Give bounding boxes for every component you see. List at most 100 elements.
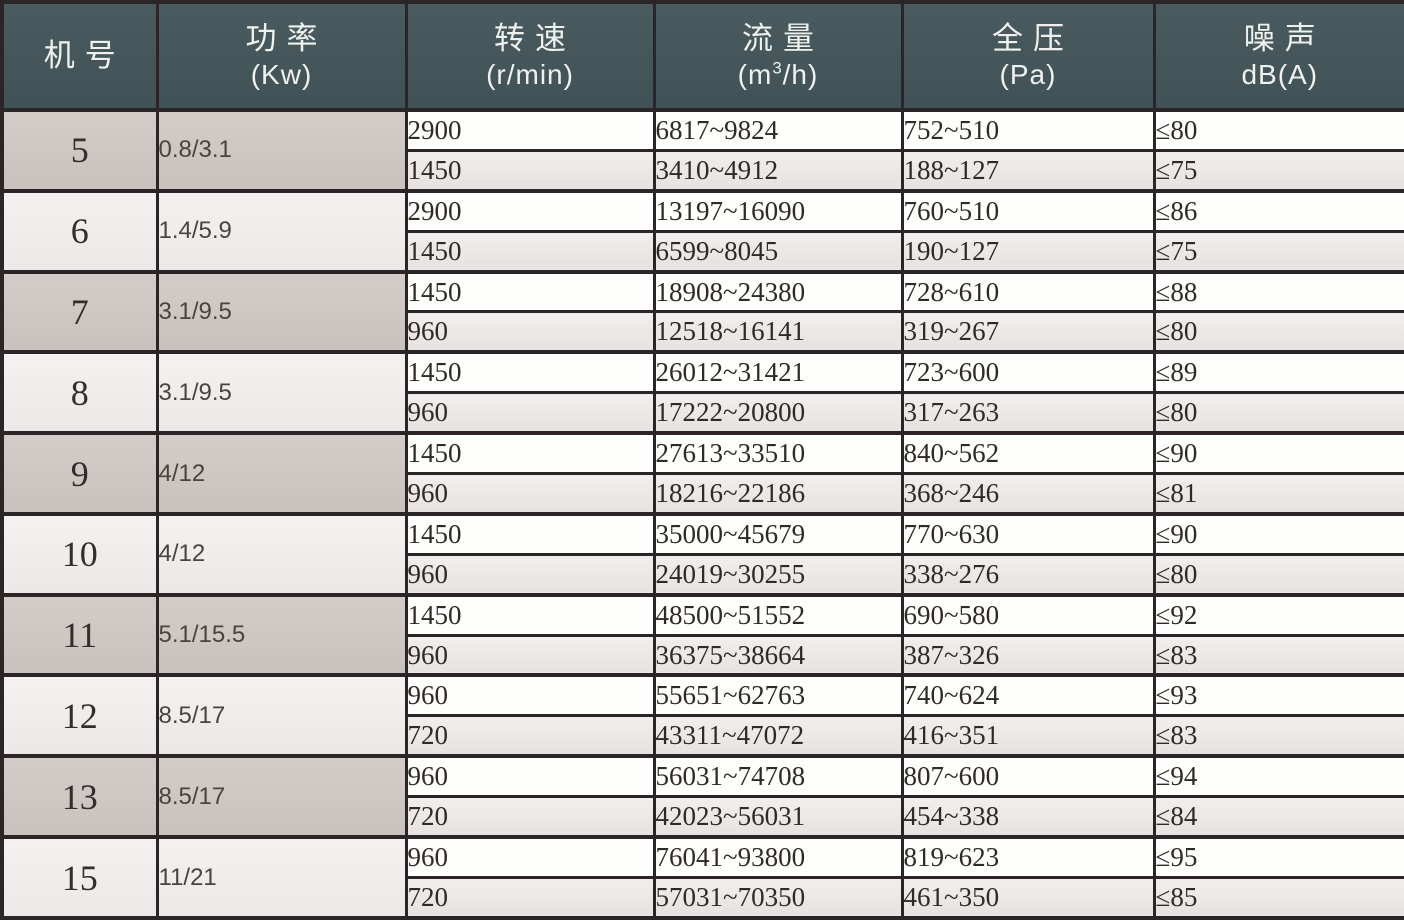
pressure-cell: 723~600 <box>900 350 1156 395</box>
header-label-cn: 噪声 <box>1243 20 1326 56</box>
power-cell: 8.5/17 <box>155 673 408 758</box>
speed-cell: 1450 <box>404 592 656 637</box>
flow-cell: 42023~56031 <box>652 795 904 839</box>
speed-cell: 1450 <box>404 511 656 556</box>
pressure-cell: 461~350 <box>900 875 1156 920</box>
noise-cell: ≤80 <box>1152 107 1404 152</box>
table-header: 机号 功率 (Kw) 转速 (r/min) <box>0 0 1404 112</box>
flow-cell: 48500~51552 <box>652 592 904 637</box>
pressure-cell: 190~127 <box>900 229 1156 274</box>
flow-cell: 35000~45679 <box>652 511 904 556</box>
table-row: 960 17222~20800 317~263 ≤80 <box>2 391 1404 435</box>
pressure-cell: 728~610 <box>900 269 1156 314</box>
model-cell: 6 <box>0 188 159 274</box>
header-label-cn: 机号 <box>43 37 126 73</box>
speed-cell: 1450 <box>404 431 656 476</box>
header-label-wrap: 噪声 dB(A) <box>1156 20 1404 91</box>
noise-cell: ≤80 <box>1152 552 1404 597</box>
noise-cell: ≤83 <box>1152 714 1404 758</box>
table-row: 11 5.1/15.5 1450 48500~51552 690~580 ≤92 <box>0 592 1404 677</box>
noise-cell: ≤89 <box>1152 350 1404 395</box>
column-header-flow: 流量 (m3/h) <box>652 0 904 112</box>
header-label-unit: (r/min) <box>486 58 574 90</box>
flow-cell: 6599~8045 <box>652 229 904 274</box>
pressure-cell: 416~351 <box>900 714 1156 758</box>
header-label-cn: 转速 <box>494 20 576 56</box>
speed-cell: 960 <box>404 633 656 677</box>
flow-cell: 27613~33510 <box>652 431 904 476</box>
flow-unit-post: /h) <box>782 58 819 90</box>
column-header-speed: 转速 (r/min) <box>404 0 656 112</box>
pressure-cell: 752~510 <box>900 107 1156 152</box>
noise-cell: ≤75 <box>1152 148 1404 193</box>
pressure-cell: 338~276 <box>900 552 1156 597</box>
noise-cell: ≤81 <box>1152 472 1404 516</box>
power-cell: 4/12 <box>155 431 408 516</box>
speed-cell: 960 <box>404 391 656 435</box>
table-row: 15 11/21 960 76041~93800 819~623 ≤95 <box>0 835 1404 920</box>
header-label-cn: 全压 <box>992 20 1074 56</box>
header-label-unit: (m3/h) <box>737 58 819 91</box>
speed-cell: 960 <box>404 754 656 799</box>
noise-cell: ≤80 <box>1152 310 1404 354</box>
noise-cell: ≤95 <box>1152 835 1404 879</box>
pressure-cell: 387~326 <box>900 633 1156 677</box>
pressure-cell: 319~267 <box>900 310 1156 354</box>
noise-cell: ≤90 <box>1152 511 1404 556</box>
speed-cell: 960 <box>404 472 656 516</box>
speed-cell: 720 <box>404 795 656 839</box>
noise-cell: ≤85 <box>1152 875 1404 920</box>
noise-cell: ≤93 <box>1152 673 1404 718</box>
flow-cell: 76041~93800 <box>652 835 904 879</box>
flow-cell: 56031~74708 <box>652 754 904 799</box>
column-header-model: 机号 <box>0 0 159 112</box>
speed-cell: 2900 <box>404 107 656 152</box>
power-cell: 5.1/15.5 <box>155 592 408 677</box>
model-cell: 5 <box>0 108 159 193</box>
speed-cell: 2900 <box>404 188 656 233</box>
flow-cell: 36375~38664 <box>652 633 904 677</box>
pressure-cell: 690~580 <box>900 592 1156 637</box>
header-label-unit: (Pa) <box>999 58 1057 90</box>
noise-cell: ≤88 <box>1152 269 1404 314</box>
flow-cell: 18216~22186 <box>652 472 904 516</box>
table-row: 10 4/12 1450 35000~45679 770~630 ≤90 <box>0 511 1404 597</box>
flow-cell: 3410~4912 <box>652 148 904 193</box>
pressure-cell: 454~338 <box>900 795 1156 839</box>
power-cell: 0.8/3.1 <box>155 108 408 193</box>
flow-cell: 18908~24380 <box>652 269 904 314</box>
table-row: 960 24019~30255 338~276 ≤80 <box>2 552 1404 597</box>
flow-cell: 6817~9824 <box>652 107 904 152</box>
header-label-wrap: 机号 <box>4 37 156 73</box>
noise-cell: ≤94 <box>1152 754 1404 799</box>
power-cell: 8.5/17 <box>155 754 408 839</box>
flow-cell: 13197~16090 <box>652 188 904 233</box>
table-row: 5 0.8/3.1 2900 6817~9824 752~510 ≤80 <box>0 107 1404 193</box>
power-cell: 11/21 <box>155 835 408 920</box>
flow-cell: 57031~70350 <box>652 875 904 920</box>
model-cell: 15 <box>0 835 159 920</box>
model-cell: 13 <box>0 754 159 839</box>
table-row: 8 3.1/9.5 1450 26012~31421 723~600 ≤89 <box>0 350 1404 435</box>
column-header-power: 功率 (Kw) <box>155 0 408 112</box>
noise-cell: ≤84 <box>1152 795 1404 839</box>
pressure-cell: 188~127 <box>900 148 1156 193</box>
flow-cell: 55651~62763 <box>652 673 904 718</box>
flow-unit-pre: (m <box>737 58 773 90</box>
model-cell: 10 <box>0 511 159 597</box>
header-label-unit: dB(A) <box>1241 58 1319 90</box>
speed-cell: 1450 <box>404 350 656 395</box>
header-label-wrap: 功率 (Kw) <box>159 21 405 91</box>
speed-cell: 960 <box>404 673 656 718</box>
table-row: 1450 6599~8045 190~127 ≤75 <box>2 229 1404 274</box>
table-row: 12 8.5/17 960 55651~62763 740~624 ≤93 <box>0 673 1404 758</box>
table-row: 7 3.1/9.5 1450 18908~24380 728~610 ≤88 <box>0 269 1404 354</box>
table-row: 720 43311~47072 416~351 ≤83 <box>2 714 1404 758</box>
table-row: 13 8.5/17 960 56031~74708 807~600 ≤94 <box>0 754 1404 839</box>
speed-cell: 720 <box>404 714 656 758</box>
noise-cell: ≤92 <box>1152 592 1404 637</box>
header-row: 机号 功率 (Kw) 转速 (r/min) <box>0 0 1404 112</box>
table-row: 720 42023~56031 454~338 ≤84 <box>2 795 1404 839</box>
header-label-unit: (Kw) <box>250 58 313 90</box>
